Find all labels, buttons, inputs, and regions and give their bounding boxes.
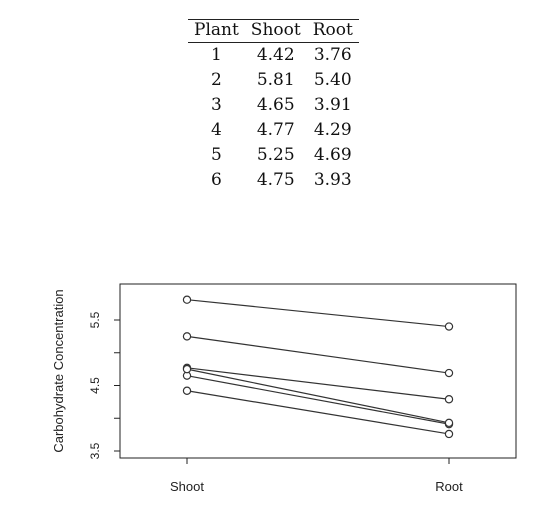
series-line [186, 390, 450, 435]
table-cell: 4 [210, 120, 222, 140]
table-header-row: Plant Shoot Root [188, 19, 359, 43]
series-line [186, 368, 450, 424]
data-point [182, 295, 192, 304]
table-cell: 3.93 [313, 170, 352, 190]
series-line [186, 367, 450, 400]
table-cell: 5 [210, 145, 222, 165]
series-lines [186, 299, 450, 435]
table-row: 6 4.75 3.93 [188, 168, 359, 195]
series-line [186, 375, 450, 425]
table-cell: 6 [210, 170, 222, 190]
y-axis-label: Carbohydrate Concentration [51, 289, 66, 452]
series-line [186, 335, 450, 374]
table-cell: 3 [210, 95, 222, 115]
table-header-shoot: Shoot [244, 19, 307, 43]
data-point [444, 368, 454, 378]
table-row: 3 4.65 3.91 [188, 93, 359, 118]
data-point [182, 364, 192, 374]
data-point [182, 386, 192, 395]
table-cell: 3.76 [313, 45, 352, 65]
table-cell: 4.77 [256, 120, 295, 140]
table-cell: 2 [210, 70, 222, 90]
table-row: 1 4.42 3.76 [188, 43, 359, 69]
data-point [444, 418, 454, 428]
table-row: 4 4.77 4.29 [188, 118, 359, 143]
table-cell: 5.25 [256, 145, 295, 165]
data-point [444, 429, 454, 439]
x-tick-label: Root [435, 479, 463, 494]
table-cell: 5.40 [313, 70, 352, 90]
x-tick-label: Shoot [170, 479, 204, 494]
table-cell: 5.81 [256, 70, 295, 90]
data-table: Plant Shoot Root 1 4.42 3.76 2 5.81 5.40… [188, 19, 359, 195]
y-tick-label: 4.5 [88, 377, 102, 394]
table-row: 5 5.25 4.69 [188, 143, 359, 168]
y-tick-label: 3.5 [88, 442, 102, 459]
y-axis: 3.5 4.5 5.5 [88, 311, 121, 459]
table-cell: 4.69 [313, 145, 352, 165]
table-cell: 4.65 [256, 95, 295, 115]
series-points [182, 295, 454, 439]
table-row: 2 5.81 5.40 [188, 68, 359, 93]
table-cell: 1 [210, 45, 222, 65]
series-line [186, 299, 450, 328]
table-cell: 3.91 [313, 95, 352, 115]
table-header-plant: Plant [188, 19, 245, 43]
data-point [444, 322, 454, 331]
plot-frame [119, 283, 517, 459]
table-cell: 4.75 [256, 170, 295, 190]
data-point [444, 395, 454, 404]
y-tick-label: 5.5 [88, 311, 102, 328]
table-header-root: Root [306, 19, 359, 43]
data-point [182, 332, 192, 341]
table-cell: 4.29 [313, 120, 352, 140]
table-cell: 4.42 [256, 45, 295, 65]
x-axis: Shoot Root [170, 458, 463, 494]
